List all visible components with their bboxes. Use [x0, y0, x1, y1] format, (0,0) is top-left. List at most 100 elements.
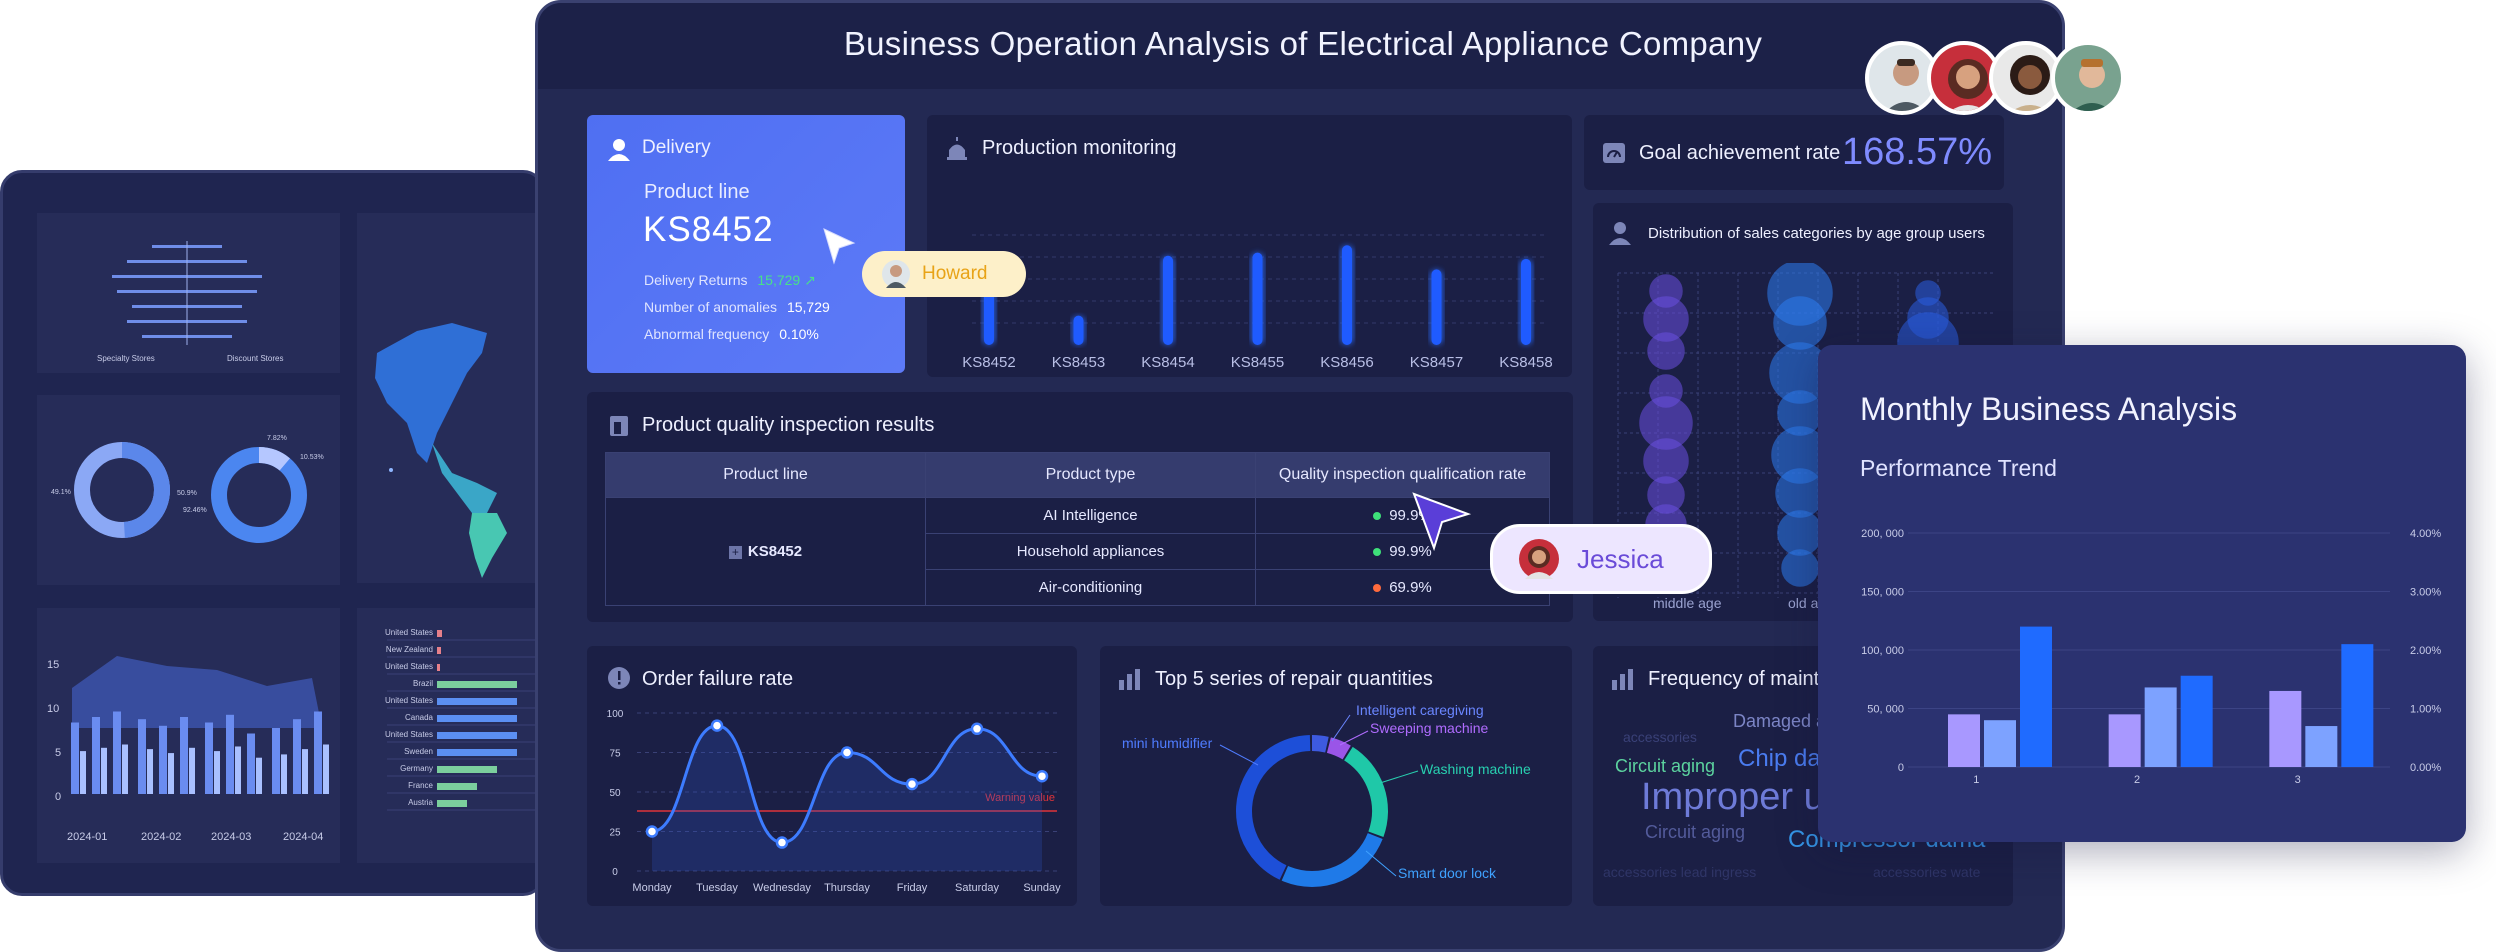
world-map-panel: [357, 213, 542, 583]
age-distribution-title: Distribution of sales categories by age …: [1648, 225, 1985, 242]
analysis-title: Monthly Business Analysis: [1860, 391, 2238, 427]
area-x-2: 2024-02: [141, 831, 181, 843]
donut-segment: [1236, 735, 1388, 887]
production-bar: [1252, 252, 1263, 345]
user-photo-icon: [2073, 59, 2111, 111]
avatar-icon: [1519, 539, 1559, 579]
delivery-card[interactable]: Delivery Product line KS8452 Delivery Re…: [587, 115, 905, 373]
y-tick-label: 200, 000: [1861, 528, 1904, 540]
word-improper: Improper us: [1641, 776, 1844, 818]
avatar[interactable]: [2051, 41, 2125, 115]
delivery-title: Delivery: [642, 137, 711, 158]
donut-segment: [1236, 735, 1388, 887]
word-chip: Chip da: [1738, 745, 1821, 772]
word-accessories: accessories: [1623, 729, 1697, 745]
dashboard-header: [538, 3, 2062, 89]
leader-line: [1219, 744, 1259, 766]
line-area: [652, 725, 1042, 871]
bubble: [1647, 332, 1685, 370]
country-label: Austria: [408, 798, 433, 807]
area-x-3: 2024-03: [211, 831, 251, 843]
user-icon: [608, 139, 630, 161]
y-tick-label: 0: [1898, 762, 1904, 774]
back-bar: [281, 754, 287, 794]
country-label: United States: [385, 628, 433, 637]
back-bar: [168, 753, 174, 794]
line-point: [840, 746, 854, 759]
production-tick-label: KS8457: [1410, 354, 1463, 371]
country-bar: [437, 783, 477, 790]
back-bar: [226, 714, 234, 794]
country-bar: [437, 766, 497, 773]
production-tick-label: KS8454: [1141, 354, 1194, 371]
repair-title: Top 5 series of repair quantities: [1155, 668, 1433, 690]
country-label: United States: [385, 662, 433, 671]
country-bar: [437, 630, 442, 637]
back-bar: [256, 757, 262, 794]
x-tick-label: Saturday: [955, 882, 1000, 894]
status-dot-icon: [1373, 512, 1382, 521]
production-tick-label: KS8456: [1320, 354, 1373, 371]
monthly-business-analysis-card: Monthly Business Analysis Performance Tr…: [1818, 345, 2466, 842]
order-failure-title: Order failure rate: [642, 668, 794, 690]
status-dot-icon: [1373, 584, 1382, 593]
back-bar: [147, 749, 153, 794]
back-bar: [247, 733, 255, 794]
production-bar: [1521, 258, 1531, 345]
analysis-subtitle: Performance Trend: [1860, 455, 2057, 481]
word-accessories-ingress: accessories lead ingress: [1603, 864, 1757, 880]
country-bar-panel: United States New Zealand United States Bra…: [357, 608, 542, 863]
y2-tick-label: 1.00%: [2410, 704, 2441, 716]
area-y-0: 0: [55, 791, 61, 803]
back-bar: [314, 711, 322, 794]
performance-trend-chart: 200, 000 4.00% 150, 000 3.00% 100, 000 2.00% 5…: [1861, 528, 2441, 786]
y-tick-label: 50, 000: [1867, 704, 1904, 716]
country-label: Canada: [405, 713, 434, 722]
x-tick-label: Monday: [632, 882, 672, 894]
x-tick-label: Sunday: [1023, 882, 1061, 894]
x-tick-label: Friday: [897, 882, 928, 894]
country-bar: [437, 800, 467, 807]
x-tick-label: 1: [1973, 774, 1979, 786]
production-bar: [1163, 255, 1173, 345]
line-point: [775, 836, 789, 849]
product-line-label: Product line: [644, 181, 750, 203]
bar-label-discount: Discount Stores: [227, 354, 283, 363]
donut-charts: 49.1% 50.9% 7.82% 10.53% 92.46%: [51, 435, 324, 543]
bubble: [1781, 549, 1819, 587]
donut-label-3: 7.82%: [267, 435, 287, 442]
x-tick-label: 2: [2134, 774, 2140, 786]
y-tick-label: 75: [609, 749, 621, 760]
country-label: Sweden: [404, 747, 433, 756]
table-header: Product type: [925, 452, 1256, 498]
country-label: United States: [385, 696, 433, 705]
product-line-cell[interactable]: + KS8452: [605, 497, 926, 606]
production-bar-chart: KS8452 KS8453 KS8454 KS8455 KS8456 KS8457 KS84…: [962, 234, 1553, 371]
quality-inspection-panel: Product quality inspection results Produ…: [587, 392, 1573, 622]
x-tick-label: Wednesday: [753, 882, 811, 894]
performance-bar: [1948, 714, 1980, 767]
y2-tick-label: 2.00%: [2410, 645, 2441, 657]
stat-value: 15,729: [786, 299, 830, 315]
production-tick-label: KS8458: [1499, 354, 1552, 371]
donut-label: Intelligent caregiving: [1356, 702, 1484, 718]
howard-cursor-label: Howard: [862, 251, 1026, 297]
rate-value: 99.9%: [1389, 543, 1432, 560]
area-bar-chart: 15 10 5 0 2024-01 2024-02 2024-03 2024-0…: [47, 656, 329, 843]
bubble: [1777, 510, 1823, 556]
main-dashboard: Business Operation Analysis of Electrica…: [535, 0, 2065, 952]
avatar[interactable]: [1927, 41, 2001, 115]
donut-panel: 49.1% 50.9% 7.82% 10.53% 92.46%: [37, 395, 340, 585]
word-circuit-aging: Circuit aging: [1615, 756, 1716, 776]
goal-title: Goal achievement rate: [1639, 142, 1841, 164]
performance-bar: [2144, 687, 2177, 767]
country-bar-chart: United States New Zealand United States Bra…: [385, 628, 542, 811]
performance-bar: [2108, 714, 2141, 767]
expand-icon[interactable]: +: [728, 545, 742, 559]
country-bar: [437, 732, 517, 739]
repair-quantity-panel: Top 5 series of repair quantities Intell…: [1100, 646, 1572, 906]
performance-bar: [2305, 726, 2338, 767]
production-bar: [1342, 245, 1352, 345]
product-type-cell: Air-conditioning: [925, 569, 1256, 606]
area-y-15: 15: [47, 659, 59, 671]
